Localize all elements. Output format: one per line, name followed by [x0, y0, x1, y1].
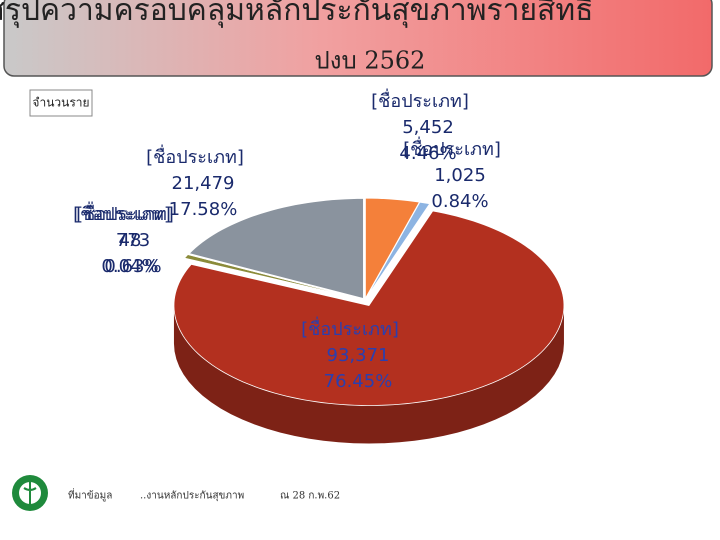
- data-label-value: 5,452: [402, 117, 454, 138]
- data-label-value: 48: [119, 230, 142, 251]
- data-label-category: [ชื่อประเภท]: [403, 136, 501, 160]
- footer-office: ..งานหลักประกันสุขภาพ: [140, 491, 244, 502]
- data-label-category: [ชื่อประเภท]: [73, 201, 171, 225]
- slice-tops: [173, 197, 565, 406]
- data-label-percent: 76.45%: [324, 371, 393, 392]
- title-band: [3, 0, 713, 77]
- data-label-value: 21,479: [172, 173, 235, 194]
- slice-side: [173, 305, 564, 444]
- y-label-box: [29, 89, 93, 117]
- y-label: จำนวนราย: [32, 96, 89, 110]
- logo: [12, 475, 48, 511]
- footer-date: ณ 28 ก.พ.62: [280, 491, 340, 502]
- subtitle: ปงบ 2562: [315, 47, 426, 75]
- title: สรุปความครอบคลุมหลักประกันสุขภาพรายสิทธิ: [0, 0, 593, 29]
- slice-sides: [173, 305, 564, 444]
- slice: [188, 198, 364, 299]
- slice: [187, 253, 363, 300]
- data-label-value: 773: [116, 230, 150, 251]
- data-label-percent: 0.63%: [104, 256, 161, 277]
- data-label-percent: 17.58%: [169, 199, 238, 220]
- data-label-category: [ชื่อประเภท]: [301, 316, 399, 340]
- slice: [173, 210, 565, 406]
- data-label-value: 1,025: [434, 165, 486, 186]
- data-label-value: 93,371: [327, 345, 390, 366]
- data-label-category: [ชื่อประเภท]: [371, 88, 469, 112]
- data-label-percent: 4.46%: [399, 143, 456, 164]
- data-label-category: [ชื่อประเภท]: [146, 144, 244, 168]
- data-label-category: [ชื่อประเภท]: [76, 201, 174, 225]
- slice: [365, 201, 431, 299]
- data-label-percent: 0.84%: [431, 191, 488, 212]
- footer-source: ที่มาข้อมูล: [68, 488, 112, 502]
- slice: [365, 197, 421, 300]
- data-label-percent: 0.04%: [101, 256, 158, 277]
